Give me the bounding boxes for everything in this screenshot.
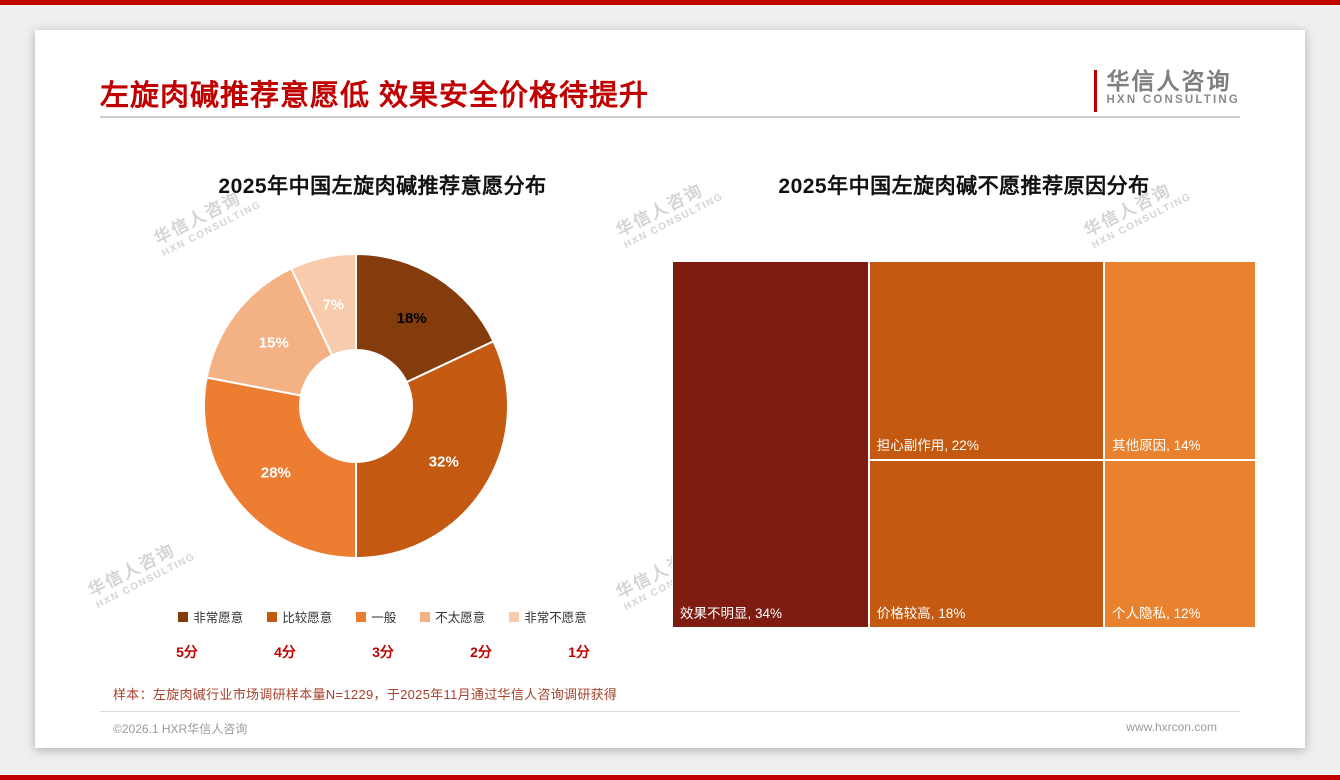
legend-label: 非常不愿意 bbox=[524, 611, 587, 625]
footer-divider bbox=[100, 711, 1240, 712]
slide-content: 左旋肉碱推荐意愿低 效果安全价格待提升 华信人咨询 HXN CONSULTING… bbox=[35, 30, 1305, 748]
donut-segment-2 bbox=[355, 339, 509, 560]
score-label-4: 2分 bbox=[470, 644, 492, 660]
legend-label: 比较愿意 bbox=[282, 611, 333, 625]
donut-legend: 非常愿意 比较愿意 一般 不太愿意 非常不愿意 bbox=[100, 607, 665, 626]
treemap-block-label: 担心副作用, 22% bbox=[876, 437, 979, 453]
legend-item-5: 非常不愿意 bbox=[509, 607, 587, 626]
treemap-block-1: 效果不明显, 34% bbox=[672, 261, 869, 628]
bottom-red-bar bbox=[0, 775, 1340, 780]
score-label-2: 4分 bbox=[274, 644, 296, 660]
donut-segment-3 bbox=[203, 376, 357, 560]
footer-copyright: ©2026.1 HXR华信人咨询 bbox=[113, 722, 248, 736]
treemap-panel: 2025年中国左旋肉碱不愿推荐原因分布 效果不明显, 34% 担心副作用, 22%… bbox=[672, 170, 1256, 630]
treemap-block-3: 价格较高, 18% bbox=[868, 459, 1105, 628]
logo-divider bbox=[1093, 70, 1097, 112]
score-label-5: 1分 bbox=[568, 644, 590, 660]
footnote: 样本：左旋肉碱行业市场调研样本量N=1229，于2025年11月通过华信人咨询调… bbox=[113, 687, 618, 702]
treemap-block-label: 效果不明显, 34% bbox=[680, 606, 783, 621]
legend-label: 一般 bbox=[371, 611, 397, 625]
logo-text: 华信人咨询 HXN CONSULTING bbox=[1107, 68, 1240, 106]
legend-item-4: 不太愿意 bbox=[420, 607, 485, 626]
legend-item-3: 一般 bbox=[356, 607, 396, 626]
donut-score-row: 5分 4分 3分 2分 1分 bbox=[138, 642, 628, 662]
treemap-block-2: 担心副作用, 22% bbox=[868, 261, 1105, 460]
legend-label: 不太愿意 bbox=[435, 611, 486, 625]
top-red-bar bbox=[0, 0, 1340, 5]
score-label-3: 3分 bbox=[372, 644, 394, 660]
donut-value-label: 28% bbox=[261, 464, 291, 481]
treemap-chart: 效果不明显, 34% 担心副作用, 22% 价格较高, 18% 其他原因, 14% 个人… bbox=[672, 261, 1256, 628]
donut-value-label: 32% bbox=[429, 454, 459, 471]
treemap-chart-title: 2025年中国左旋肉碱不愿推荐原因分布 bbox=[778, 175, 1150, 198]
legend-swatch bbox=[178, 611, 189, 622]
treemap-block-4: 其他原因, 14% bbox=[1104, 261, 1256, 460]
page-title: 左旋肉碱推荐意愿低 效果安全价格待提升 bbox=[100, 80, 650, 112]
legend-swatch bbox=[509, 611, 520, 622]
footer-website: www.hxrcon.com bbox=[1126, 720, 1217, 734]
slide: 华信人咨询 HXN CONSULTING 华信人咨询 HXN CONSULTIN… bbox=[35, 30, 1305, 748]
donut-chart: 18% 32% 28% 15% 7% bbox=[203, 252, 509, 560]
donut-chart-title: 2025年中国左旋肉碱推荐意愿分布 bbox=[218, 175, 547, 198]
legend-swatch bbox=[267, 611, 278, 622]
treemap-block-5: 个人隐私, 12% bbox=[1104, 459, 1256, 628]
logo-subtitle: HXN CONSULTING bbox=[1106, 94, 1240, 107]
logo-name: 华信人咨询 bbox=[1106, 68, 1232, 94]
logo: 华信人咨询 HXN CONSULTING bbox=[1093, 66, 1240, 112]
legend-item-2: 比较愿意 bbox=[267, 607, 332, 626]
donut-chart-panel: 2025年中国左旋肉碱推荐意愿分布 18% 32% 28% 15% 7% 非常愿意 比较愿… bbox=[100, 170, 665, 718]
donut-value-label: 15% bbox=[259, 334, 289, 351]
treemap-block-label: 个人隐私, 12% bbox=[1112, 605, 1201, 621]
score-label-1: 5分 bbox=[176, 644, 198, 660]
legend-swatch bbox=[420, 611, 431, 622]
treemap-block-label: 价格较高, 18% bbox=[876, 605, 966, 621]
donut-segment-5 bbox=[289, 252, 357, 357]
donut-value-label: 18% bbox=[397, 310, 427, 327]
legend-swatch bbox=[356, 611, 367, 622]
treemap-block-label: 其他原因, 14% bbox=[1112, 437, 1201, 453]
header: 左旋肉碱推荐意愿低 效果安全价格待提升 华信人咨询 HXN CONSULTING bbox=[100, 66, 1240, 118]
donut-segment-1 bbox=[355, 252, 495, 384]
donut-value-label: 7% bbox=[322, 297, 344, 314]
legend-item-1: 非常愿意 bbox=[178, 607, 243, 626]
legend-label: 非常愿意 bbox=[193, 611, 244, 625]
donut-segment-4 bbox=[205, 267, 334, 397]
